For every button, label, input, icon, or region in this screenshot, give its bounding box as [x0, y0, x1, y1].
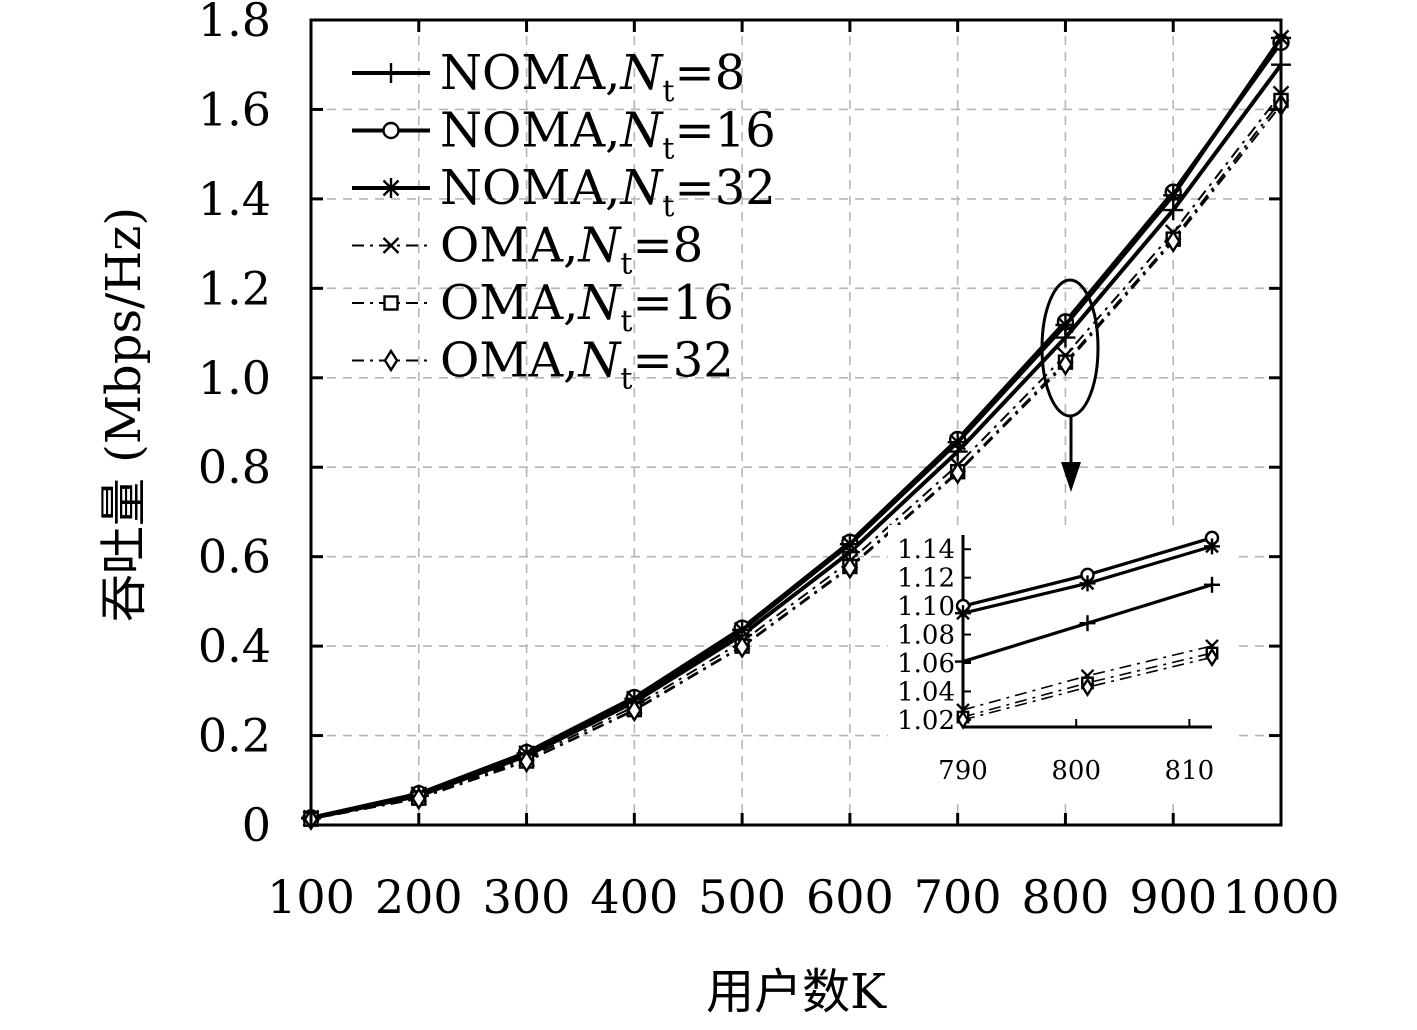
y-axis-label: 吞吐量 (Mbps/Hz) — [96, 207, 152, 622]
legend-marker — [381, 178, 401, 198]
y-tick-label: 0.2 — [198, 709, 271, 763]
x-tick-label: 700 — [914, 870, 1002, 924]
x-tick-label: 400 — [590, 870, 678, 924]
legend-entry-3: OMA,Nt=8 — [352, 218, 703, 282]
data-point — [839, 534, 860, 555]
inset-data-point — [1079, 615, 1096, 632]
series-line — [310, 36, 1283, 820]
inset-data-point — [1079, 575, 1096, 592]
y-tick-label: 1.4 — [198, 172, 271, 226]
inset-series-0 — [955, 576, 1220, 670]
x-tick-label: 100 — [267, 870, 355, 924]
y-tick-label: 0 — [242, 798, 271, 852]
inset-series-2 — [955, 538, 1220, 622]
data-point — [947, 432, 968, 453]
legend: NOMA,Nt=8NOMA,Nt=16NOMA,Nt=32OMA,Nt=8OMA… — [352, 45, 776, 397]
inset-data-point — [1204, 538, 1220, 555]
x-tick-label: 900 — [1129, 870, 1217, 924]
x-tick-label: 300 — [483, 870, 571, 924]
y-tick-label: 0.8 — [198, 440, 271, 494]
data-point — [519, 749, 534, 774]
inset-data-point — [955, 605, 971, 622]
legend-label: OMA,Nt=8 — [440, 218, 703, 282]
inset-data-point — [956, 710, 970, 730]
inset-data-point — [1081, 677, 1094, 698]
data-point — [842, 556, 858, 580]
inset-y-tick-label: 1.04 — [897, 677, 955, 707]
inset-series-5 — [956, 647, 1219, 730]
legend-marker — [383, 295, 399, 311]
inset-y-tick-label: 1.10 — [897, 592, 955, 622]
x-tick-label: 500 — [698, 870, 786, 924]
legend-entry-2: NOMA,Nt=32 — [352, 160, 776, 224]
inset-data-point — [955, 653, 971, 670]
y-tick-label: 1.6 — [198, 82, 271, 136]
legend-entry-1: NOMA,Nt=16 — [352, 103, 776, 167]
series-line — [310, 104, 1282, 821]
y-tick-label: 0.4 — [198, 619, 271, 673]
data-point — [1165, 229, 1181, 254]
inset-background — [888, 525, 1232, 797]
legend-entry-0: NOMA,Nt=8 — [352, 45, 745, 109]
y-tick-label: 1.2 — [198, 261, 271, 315]
zoom-arrow-head — [1061, 462, 1081, 492]
series-layer — [301, 27, 1291, 831]
zoom-inset: 1.021.041.061.081.101.121.14 790 800 810 — [888, 525, 1232, 797]
inset-data-point — [1205, 647, 1219, 668]
data-point — [950, 461, 966, 485]
y-tick-label: 1.8 — [198, 0, 271, 47]
inset-x-tick-label: 790 — [938, 756, 988, 786]
series-line — [310, 93, 1282, 820]
data-point — [1058, 352, 1073, 377]
inset-y-tick-label: 1.02 — [897, 706, 955, 736]
plot-frame — [309, 18, 1283, 827]
legend-marker — [383, 348, 399, 373]
data-point — [1055, 315, 1076, 336]
zoom-annotation — [1040, 278, 1100, 492]
inset-y-tick-label: 1.14 — [897, 535, 955, 565]
legend-marker — [382, 121, 400, 140]
inset-y-tick-label: 1.08 — [897, 621, 955, 651]
inset-y-tick-label: 1.06 — [897, 649, 955, 679]
legend-label: NOMA,Nt=8 — [440, 45, 745, 109]
legend-marker — [381, 63, 401, 83]
data-point — [626, 698, 642, 723]
inset-x-tick-label: 800 — [1051, 756, 1101, 786]
x-tick-label: 200 — [375, 870, 463, 924]
data-point — [1163, 185, 1184, 206]
legend-label: NOMA,Nt=32 — [440, 160, 776, 224]
x-tick-label: 800 — [1022, 870, 1110, 924]
x-tick-label: 600 — [806, 870, 894, 924]
x-tick-label: 1000 — [1222, 870, 1339, 924]
legend-entry-5: OMA,Nt=32 — [352, 333, 734, 397]
legend-entry-4: OMA,Nt=16 — [352, 275, 734, 339]
x-axis-label: 用户数K — [706, 964, 887, 1020]
axis-ticks: 100 200 300 400 500 600 700 800 900 1000 0 0.2 0.4 0.… — [198, 0, 1340, 924]
grid-lines — [311, 20, 1281, 825]
y-tick-label: 1.0 — [198, 351, 271, 405]
data-point — [734, 635, 750, 659]
legend-label: OMA,Nt=32 — [440, 333, 734, 397]
inset-x-tick-label: 810 — [1165, 756, 1215, 786]
zoom-ellipse — [1040, 278, 1100, 418]
legend-label: NOMA,Nt=16 — [440, 103, 776, 167]
inset-y-tick-label: 1.12 — [897, 564, 955, 594]
legend-label: OMA,Nt=16 — [440, 275, 734, 339]
inset-data-point — [1204, 576, 1220, 593]
data-point — [411, 786, 427, 811]
legend-marker — [382, 237, 400, 254]
y-tick-label: 0.6 — [198, 530, 271, 584]
